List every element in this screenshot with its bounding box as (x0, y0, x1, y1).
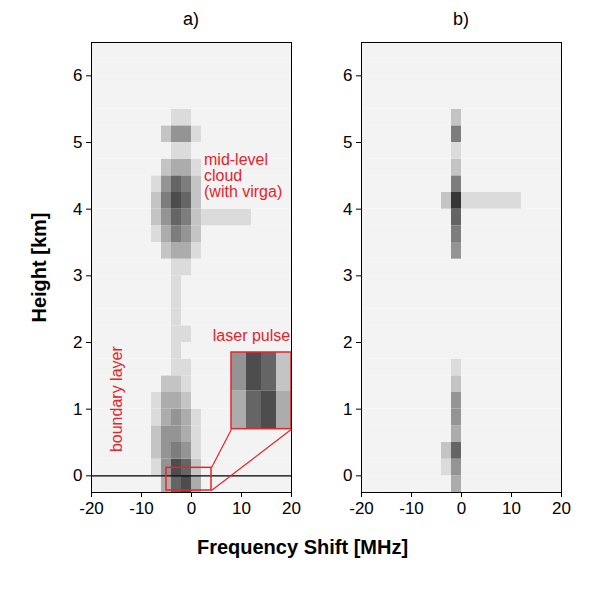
svg-text:6: 6 (343, 66, 352, 85)
svg-text:10: 10 (502, 499, 521, 518)
svg-text:0: 0 (187, 499, 196, 518)
svg-text:3: 3 (343, 266, 352, 285)
html-text:a): a) (183, 9, 199, 29)
svg-text:5: 5 (73, 133, 82, 152)
svg-text:0: 0 (73, 466, 82, 485)
svg-text:-10: -10 (399, 499, 424, 518)
svg-text:3: 3 (73, 266, 82, 285)
svg-text:10: 10 (232, 499, 251, 518)
svg-text:4: 4 (343, 200, 352, 219)
html-text:b): b) (453, 9, 469, 29)
svg-text:1: 1 (343, 400, 352, 419)
svg-text:20: 20 (552, 499, 571, 518)
svg-text:1: 1 (73, 400, 82, 419)
svg-text:2: 2 (73, 333, 82, 352)
html-text:Frequency Shift [MHz]: Frequency Shift [MHz] (196, 536, 409, 558)
svg-text:laser pulse: laser pulse (213, 327, 290, 344)
svg-text:mid-levelcloud(with virga): mid-levelcloud(with virga) (204, 151, 282, 200)
svg-text:-20: -20 (349, 499, 374, 518)
svg-text:4: 4 (73, 200, 82, 219)
svg-text:2: 2 (343, 333, 352, 352)
svg-text:0: 0 (457, 499, 466, 518)
svg-text:5: 5 (343, 133, 352, 152)
svg-text:20: 20 (282, 499, 301, 518)
svg-text:0: 0 (343, 466, 352, 485)
svg-text:boundary layer: boundary layer (108, 346, 125, 453)
svg-text:-20: -20 (79, 499, 104, 518)
svg-text:Height [km]: Height [km] (28, 213, 50, 323)
svg-text:6: 6 (73, 66, 82, 85)
svg-text:-10: -10 (129, 499, 154, 518)
